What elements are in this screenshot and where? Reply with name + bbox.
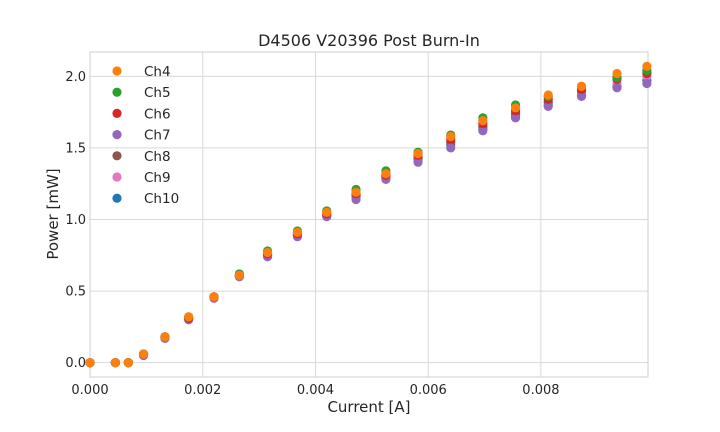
legend-marker-ch10 bbox=[112, 193, 122, 203]
data-point-ch4 bbox=[184, 312, 194, 322]
data-point-ch4 bbox=[160, 332, 170, 342]
data-point-ch7 bbox=[510, 113, 521, 123]
data-point-ch4 bbox=[110, 358, 120, 368]
data-point-ch4 bbox=[478, 116, 488, 126]
data-point-ch4 bbox=[322, 207, 332, 217]
data-point-ch4 bbox=[576, 81, 587, 91]
data-point-ch7 bbox=[478, 126, 488, 136]
data-point-ch4 bbox=[510, 103, 521, 113]
data-point-ch4 bbox=[292, 227, 303, 237]
legend-label-ch7: Ch7 bbox=[144, 128, 171, 144]
legend: Ch4 Ch5 Ch6 Ch7 Ch8 Ch9 Ch10 bbox=[112, 64, 179, 207]
legend-label-ch9: Ch9 bbox=[144, 170, 171, 186]
data-point-ch7 bbox=[642, 78, 652, 89]
y-tick-label: 1.5 bbox=[65, 141, 86, 156]
data-point-ch7 bbox=[576, 91, 587, 101]
legend-marker-ch8 bbox=[112, 151, 122, 161]
legend-marker-ch4 bbox=[112, 66, 122, 76]
data-point-ch4 bbox=[262, 247, 273, 258]
data-point-ch4 bbox=[123, 358, 133, 368]
tick-labels: 0.000 0.002 0.004 0.006 0.008 0.0 0.5 1.0 1.5 2.0 bbox=[65, 70, 559, 398]
legend-marker-ch5 bbox=[112, 87, 122, 97]
y-tick-label: 0.5 bbox=[65, 285, 86, 300]
legend-marker-ch9 bbox=[112, 172, 122, 182]
legend-label-ch5: Ch5 bbox=[144, 85, 171, 101]
chart-title: D4506 V20396 Post Burn-In bbox=[258, 31, 480, 50]
data-point-ch4 bbox=[543, 90, 553, 100]
grid bbox=[89, 52, 648, 377]
legend-label-ch8: Ch8 bbox=[144, 149, 171, 165]
data-point-ch7 bbox=[413, 157, 423, 167]
x-axis-label: Current [A] bbox=[327, 398, 410, 416]
legend-marker-ch6 bbox=[112, 108, 122, 118]
plot-frame bbox=[89, 51, 649, 378]
y-axis-label: Power [mW] bbox=[44, 168, 62, 259]
data-point-ch4 bbox=[413, 149, 423, 159]
data-point-ch7 bbox=[446, 143, 456, 153]
data-point-ch4 bbox=[612, 68, 622, 79]
data-point-ch4 bbox=[85, 358, 95, 368]
x-tick-label: 0.008 bbox=[522, 383, 559, 398]
legend-label-ch4: Ch4 bbox=[144, 64, 171, 80]
data-point-ch4 bbox=[138, 349, 149, 359]
x-tick-label: 0.000 bbox=[71, 383, 108, 398]
y-tick-label: 1.0 bbox=[65, 213, 86, 228]
legend-label-ch6: Ch6 bbox=[144, 106, 171, 122]
data-point-ch4 bbox=[446, 131, 456, 142]
data-point-ch4 bbox=[351, 187, 361, 197]
legend-marker-ch7 bbox=[112, 130, 122, 140]
x-tick-label: 0.006 bbox=[410, 383, 447, 398]
data-point-ch4 bbox=[234, 270, 244, 280]
legend-label-ch10: Ch10 bbox=[144, 191, 179, 207]
points bbox=[85, 61, 652, 368]
x-tick-label: 0.002 bbox=[184, 383, 221, 398]
x-tick-label: 0.004 bbox=[297, 383, 334, 398]
data-point-ch7 bbox=[543, 101, 553, 112]
y-tick-label: 2.0 bbox=[65, 70, 86, 85]
y-tick-label: 0.0 bbox=[65, 356, 86, 371]
data-point-ch7 bbox=[612, 83, 622, 93]
data-point-ch4 bbox=[642, 61, 652, 71]
data-point-ch4 bbox=[209, 292, 219, 302]
data-point-ch4 bbox=[381, 169, 391, 179]
